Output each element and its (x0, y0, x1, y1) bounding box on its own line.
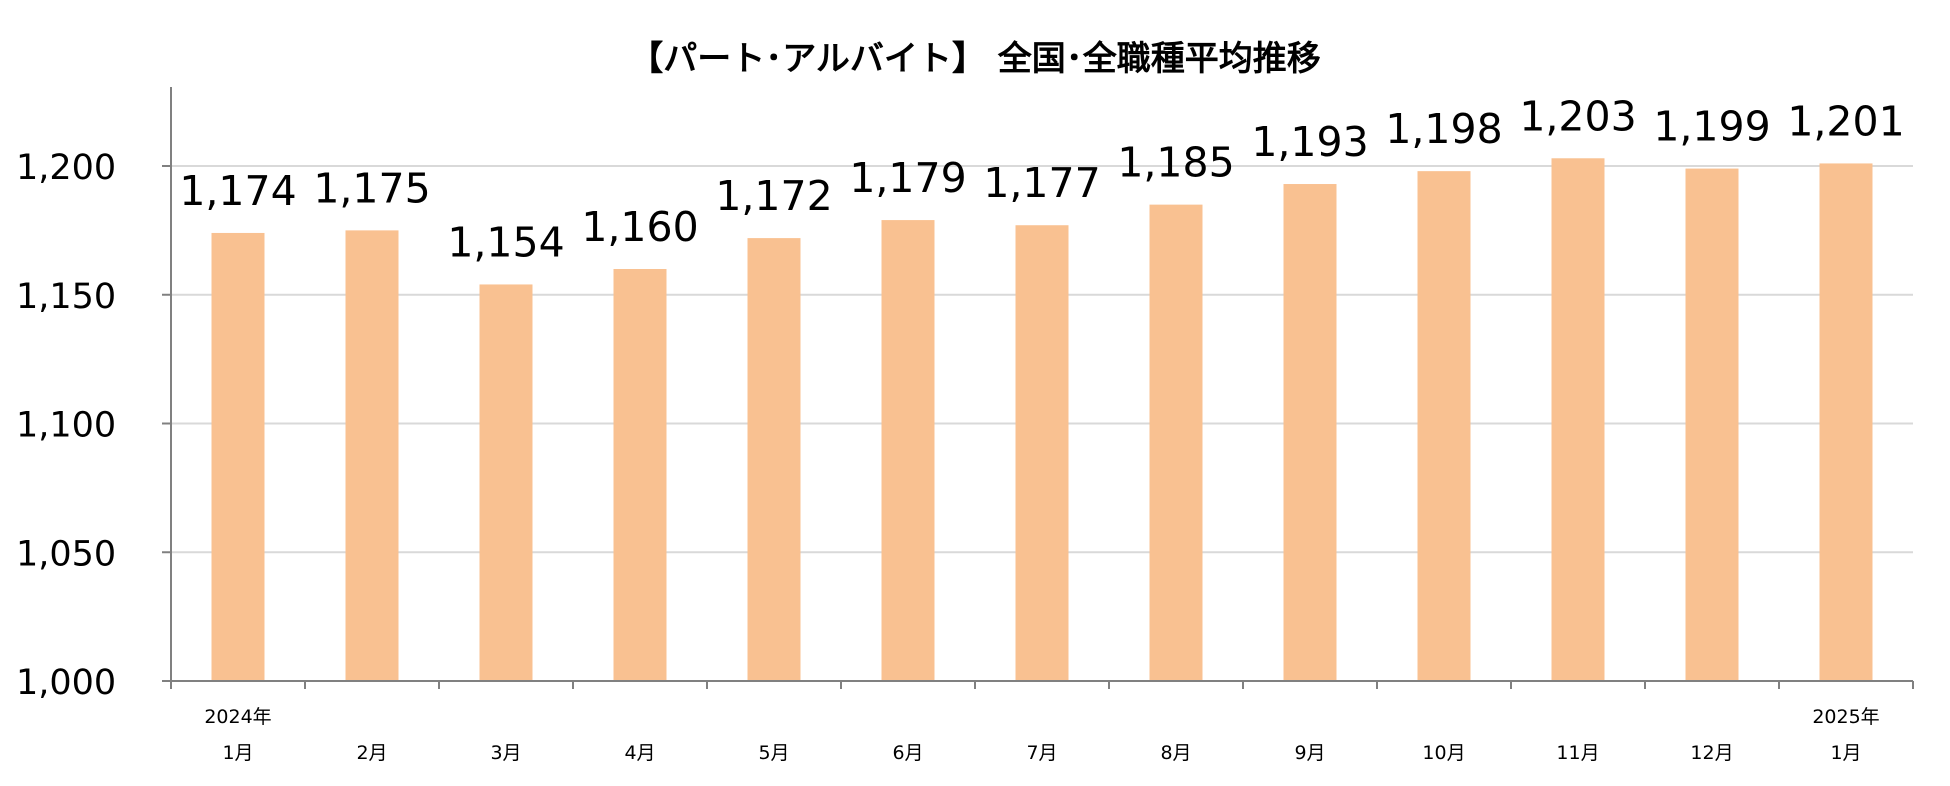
axes (162, 87, 1914, 689)
bar (345, 230, 399, 681)
x-tick-label: 7月 (1026, 742, 1057, 764)
data-label: 1,154 (447, 218, 564, 266)
bar (1149, 204, 1203, 681)
x-tick-label: 1月 (222, 742, 253, 764)
bar (1685, 168, 1739, 681)
bar (1417, 171, 1471, 681)
x-tick-label: 5月 (758, 742, 789, 764)
x-tick-label: 9月 (1294, 742, 1325, 764)
bars (211, 158, 1873, 682)
x-tick-label: 10月 (1422, 742, 1465, 764)
y-tick-label: 1,000 (16, 663, 116, 703)
y-tick-label: 1,150 (16, 277, 116, 317)
y-tick-label: 1,100 (16, 406, 116, 446)
data-label: 1,203 (1519, 92, 1636, 140)
bar (479, 284, 533, 681)
chart-title: 【パート･アルバイト】 全国･全職種平均推移 (629, 39, 1321, 79)
bar (1015, 225, 1069, 681)
bar (1551, 158, 1605, 681)
x-tick-label: 2月 (356, 742, 387, 764)
data-labels: 1,174 1,175 1,154 1,160 1,172 1,179 1,177 1,185… (179, 92, 1904, 266)
bar (747, 238, 801, 681)
y-axis-ticks: 1,000 1,050 1,100 1,150 1,200 (16, 148, 116, 703)
x-axis-ticks: 2024年 1月 2月 3月 4月 5月 6月 7月 8月 9月 10月 11月 12月 2025年 1月 (204, 706, 1879, 764)
data-label: 1,160 (581, 203, 698, 251)
data-label: 1,174 (179, 167, 296, 215)
data-label: 1,193 (1251, 118, 1368, 166)
data-label: 1,201 (1787, 97, 1904, 145)
x-tick-label: 6月 (892, 742, 923, 764)
data-label: 1,177 (983, 159, 1100, 207)
data-label: 1,198 (1385, 105, 1502, 153)
x-tick-year-label: 2025年 (1812, 706, 1879, 728)
data-label: 1,172 (715, 172, 832, 220)
data-label: 1,199 (1653, 103, 1770, 151)
bar (211, 232, 265, 681)
x-tick-label: 1月 (1830, 742, 1861, 764)
y-tick-label: 1,050 (16, 534, 116, 574)
x-tick-label: 12月 (1690, 742, 1733, 764)
x-tick-year-label: 2024年 (204, 706, 271, 728)
x-tick-label: 3月 (490, 742, 521, 764)
bar (1819, 163, 1873, 682)
data-label: 1,179 (849, 154, 966, 202)
x-tick-label: 11月 (1556, 742, 1599, 764)
data-label: 1,175 (313, 164, 430, 212)
bar (1283, 184, 1337, 681)
x-tick-label: 4月 (624, 742, 655, 764)
bar (613, 269, 667, 681)
bar (881, 220, 935, 681)
x-tick-label: 8月 (1160, 742, 1191, 764)
y-tick-label: 1,200 (16, 148, 116, 188)
data-label: 1,185 (1117, 139, 1234, 187)
